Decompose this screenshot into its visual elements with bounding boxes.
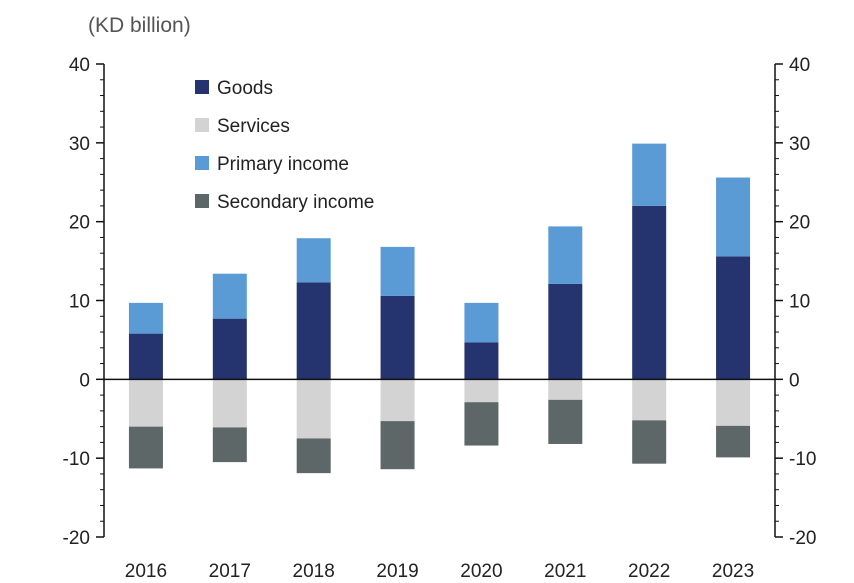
x-tick-label: 2016 (125, 561, 167, 582)
left-y-tick-label: 30 (69, 134, 90, 155)
bar-services-2016 (128, 379, 163, 427)
left-y-tick-label: 20 (69, 213, 90, 234)
bar-goods-2019 (380, 295, 415, 380)
right-y-tick-label: -10 (789, 449, 816, 470)
right-y-tick-label: 0 (789, 370, 800, 391)
bar-goods-2018 (296, 282, 331, 380)
left-y-tick-label: 0 (79, 370, 90, 391)
right-y-tick-label: -20 (789, 528, 816, 549)
bar-primary-income-2020 (464, 302, 499, 343)
right-y-tick-label: 40 (789, 55, 810, 76)
bar-goods-2021 (548, 283, 583, 380)
bar-secondary-income-2019 (380, 421, 415, 470)
bar-secondary-income-2022 (632, 420, 667, 464)
x-tick-label: 2023 (712, 561, 754, 582)
left-y-tick-label: 40 (69, 55, 90, 76)
bar-goods-2016 (128, 333, 163, 380)
right-y-tick-label: 20 (789, 213, 810, 234)
x-tick-label: 2022 (628, 561, 670, 582)
bar-goods-2020 (464, 342, 499, 380)
legend-label: Services (217, 116, 290, 137)
bar-primary-income-2017 (212, 273, 247, 319)
bar-secondary-income-2023 (716, 425, 751, 458)
legend-swatch (195, 156, 209, 170)
legend-swatch (195, 80, 209, 94)
bar-primary-income-2019 (380, 246, 415, 296)
bar-secondary-income-2018 (296, 438, 331, 474)
x-tick-label: 2020 (460, 561, 502, 582)
legend-label: Primary income (217, 154, 349, 175)
legend-label: Goods (217, 78, 273, 99)
legend-label: Secondary income (217, 192, 374, 213)
left-y-axis: -20 -10 0 10 20 30 40 (63, 55, 104, 549)
bar-services-2023 (716, 379, 751, 426)
legend-swatch (195, 118, 209, 132)
left-y-tick-label: -20 (63, 528, 90, 549)
bar-services-2019 (380, 379, 415, 422)
left-y-tick-label: -10 (63, 449, 90, 470)
bar-services-2020 (464, 379, 499, 403)
right-y-tick-label: 10 (789, 292, 810, 313)
bar-secondary-income-2017 (212, 427, 247, 463)
bar-primary-income-2023 (716, 177, 751, 257)
x-tick-label: 2021 (544, 561, 586, 582)
bar-secondary-income-2020 (464, 402, 499, 446)
legend: Goods Services Primary income Secondary inc… (195, 78, 374, 213)
bar-goods-2023 (716, 256, 751, 380)
bar-primary-income-2021 (548, 226, 583, 284)
left-y-tick-label: 10 (69, 292, 90, 313)
bar-services-2018 (296, 379, 331, 439)
x-tick-label: 2018 (293, 561, 335, 582)
bar-primary-income-2022 (632, 143, 667, 206)
bar-goods-2022 (632, 205, 667, 380)
right-y-axis: -20 -10 0 10 20 30 40 (775, 55, 816, 549)
axes (103, 64, 776, 537)
right-y-tick-label: 30 (789, 134, 810, 155)
bar-goods-2017 (212, 318, 247, 380)
x-tick-label: 2017 (209, 561, 251, 582)
bar-secondary-income-2016 (128, 426, 163, 469)
bar-primary-income-2018 (296, 238, 331, 283)
unit-label: (KD billion) (88, 14, 191, 37)
bar-primary-income-2016 (128, 302, 163, 334)
bar-services-2017 (212, 379, 247, 428)
bars (128, 143, 751, 474)
bar-services-2022 (632, 379, 667, 421)
x-axis-labels: 2016 2017 2018 2019 2020 2021 2022 2023 (125, 561, 754, 582)
x-tick-label: 2019 (376, 561, 418, 582)
bar-secondary-income-2021 (548, 399, 583, 444)
legend-swatch (195, 194, 209, 208)
bar-services-2021 (548, 379, 583, 400)
